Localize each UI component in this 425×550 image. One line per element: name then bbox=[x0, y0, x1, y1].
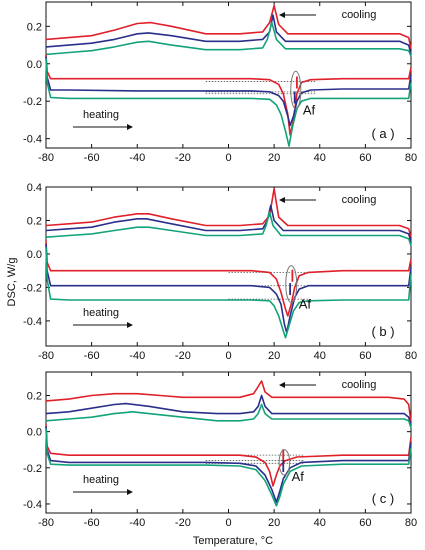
af-ellipse bbox=[285, 265, 298, 303]
panel-c: -80 -60 -40 -20 0 20 40 60 80 -0.4 -0.2 0.0 0.2 Af coo… bbox=[23, 371, 417, 529]
x-tick-label: 60 bbox=[359, 350, 371, 362]
y-tick-label: -0.4 bbox=[23, 134, 42, 146]
x-axis-title: Temperature, °C bbox=[193, 535, 273, 547]
cooling-arrowhead bbox=[279, 12, 285, 18]
blue-cooling-curve bbox=[45, 14, 412, 55]
x-tick-label: 0 bbox=[225, 517, 231, 529]
y-tick-label: 0.2 bbox=[27, 391, 42, 403]
x-tick-label: -40 bbox=[129, 152, 145, 164]
x-tick-label: 80 bbox=[405, 517, 417, 529]
y-tick-label: 0.2 bbox=[27, 215, 42, 227]
x-tick-label: 80 bbox=[405, 350, 417, 362]
red-heating-curve bbox=[45, 240, 412, 317]
x-tick-label: -20 bbox=[175, 350, 191, 362]
heating-arrowhead bbox=[127, 322, 133, 328]
x-tick-label: -20 bbox=[175, 152, 191, 164]
y-tick-label: 0.0 bbox=[27, 59, 42, 71]
x-tick-label: -80 bbox=[38, 350, 54, 362]
x-tick-label: 40 bbox=[314, 152, 326, 164]
green-heating-curve bbox=[45, 58, 412, 147]
green-heating-curve bbox=[45, 427, 412, 507]
cooling-arrowhead bbox=[279, 382, 285, 388]
red-heating-curve bbox=[45, 424, 412, 487]
green-cooling-curve bbox=[45, 403, 412, 429]
af-ellipse bbox=[290, 70, 302, 110]
af-label: Af bbox=[292, 469, 305, 484]
plot-frame bbox=[45, 186, 412, 347]
heating-label: heating bbox=[83, 474, 119, 486]
x-tick-label: 80 bbox=[405, 152, 417, 164]
red-cooling-curve bbox=[45, 187, 412, 238]
x-tick-label: -60 bbox=[84, 152, 100, 164]
cooling-label: cooling bbox=[342, 9, 377, 21]
heating-arrowhead bbox=[127, 489, 133, 495]
plot-frame bbox=[45, 1, 412, 149]
x-tick-label: 60 bbox=[359, 152, 371, 164]
x-tick-label: 60 bbox=[359, 517, 371, 529]
cooling-arrowhead bbox=[279, 197, 285, 203]
panel-b: -80 -60 -40 -20 0 20 40 60 80 -0.4 -0.2 0.0 0.2 0.4 Af… bbox=[23, 182, 417, 362]
y-tick-label: 0.0 bbox=[27, 249, 42, 261]
panel-label: ( c ) bbox=[372, 491, 394, 506]
chart-panels: -80 -60 -40 -20 0 20 40 60 80 -0.4 -0.2 0.0 0.2 Af coo… bbox=[23, 1, 417, 529]
panel-label: ( b ) bbox=[371, 324, 394, 339]
x-tick-label: -40 bbox=[129, 350, 145, 362]
y-tick-label: -0.2 bbox=[23, 282, 42, 294]
y-tick-label: 0.4 bbox=[27, 182, 42, 194]
panel-label: ( a ) bbox=[371, 126, 394, 141]
red-cooling-curve bbox=[45, 4, 412, 49]
heating-label: heating bbox=[83, 109, 119, 121]
y-tick-label: 0.0 bbox=[27, 427, 42, 439]
x-tick-label: 20 bbox=[268, 517, 280, 529]
blue-heating-curve bbox=[45, 426, 412, 503]
y-tick-label: -0.4 bbox=[23, 316, 42, 328]
green-cooling-curve bbox=[45, 211, 412, 246]
y-tick-label: -0.2 bbox=[23, 96, 42, 108]
x-tick-label: 40 bbox=[314, 517, 326, 529]
x-tick-label: -40 bbox=[129, 517, 145, 529]
cooling-label: cooling bbox=[342, 379, 377, 391]
y-tick-label: 0.2 bbox=[27, 21, 42, 33]
green-cooling-curve bbox=[45, 21, 412, 57]
y-axis-title: DSC, W/g bbox=[6, 258, 18, 307]
blue-cooling-curve bbox=[45, 394, 412, 427]
x-tick-label: -60 bbox=[84, 350, 100, 362]
x-tick-label: -80 bbox=[38, 517, 54, 529]
blue-heating-curve bbox=[45, 243, 412, 334]
cooling-label: cooling bbox=[342, 194, 377, 206]
red-cooling-curve bbox=[45, 380, 412, 423]
green-heating-curve bbox=[45, 247, 412, 339]
x-tick-label: -20 bbox=[175, 517, 191, 529]
x-tick-label: 20 bbox=[268, 350, 280, 362]
x-tick-label: -80 bbox=[38, 152, 54, 164]
x-tick-label: 20 bbox=[268, 152, 280, 164]
x-tick-label: -60 bbox=[84, 517, 100, 529]
heating-arrowhead bbox=[127, 124, 133, 130]
panel-a: -80 -60 -40 -20 0 20 40 60 80 -0.4 -0.2 0.0 0.2 Af coo… bbox=[23, 1, 417, 164]
af-label: Af bbox=[299, 296, 312, 311]
red-heating-curve bbox=[45, 54, 412, 136]
x-tick-label: 40 bbox=[314, 350, 326, 362]
heating-label: heating bbox=[83, 307, 119, 319]
af-label: Af bbox=[303, 103, 316, 118]
x-tick-label: 0 bbox=[225, 350, 231, 362]
y-tick-label: -0.2 bbox=[23, 463, 42, 475]
blue-heating-curve bbox=[45, 56, 412, 127]
y-tick-label: -0.4 bbox=[23, 499, 42, 511]
x-tick-label: 0 bbox=[225, 152, 231, 164]
af-ellipse bbox=[278, 449, 291, 476]
blue-cooling-curve bbox=[45, 204, 412, 243]
